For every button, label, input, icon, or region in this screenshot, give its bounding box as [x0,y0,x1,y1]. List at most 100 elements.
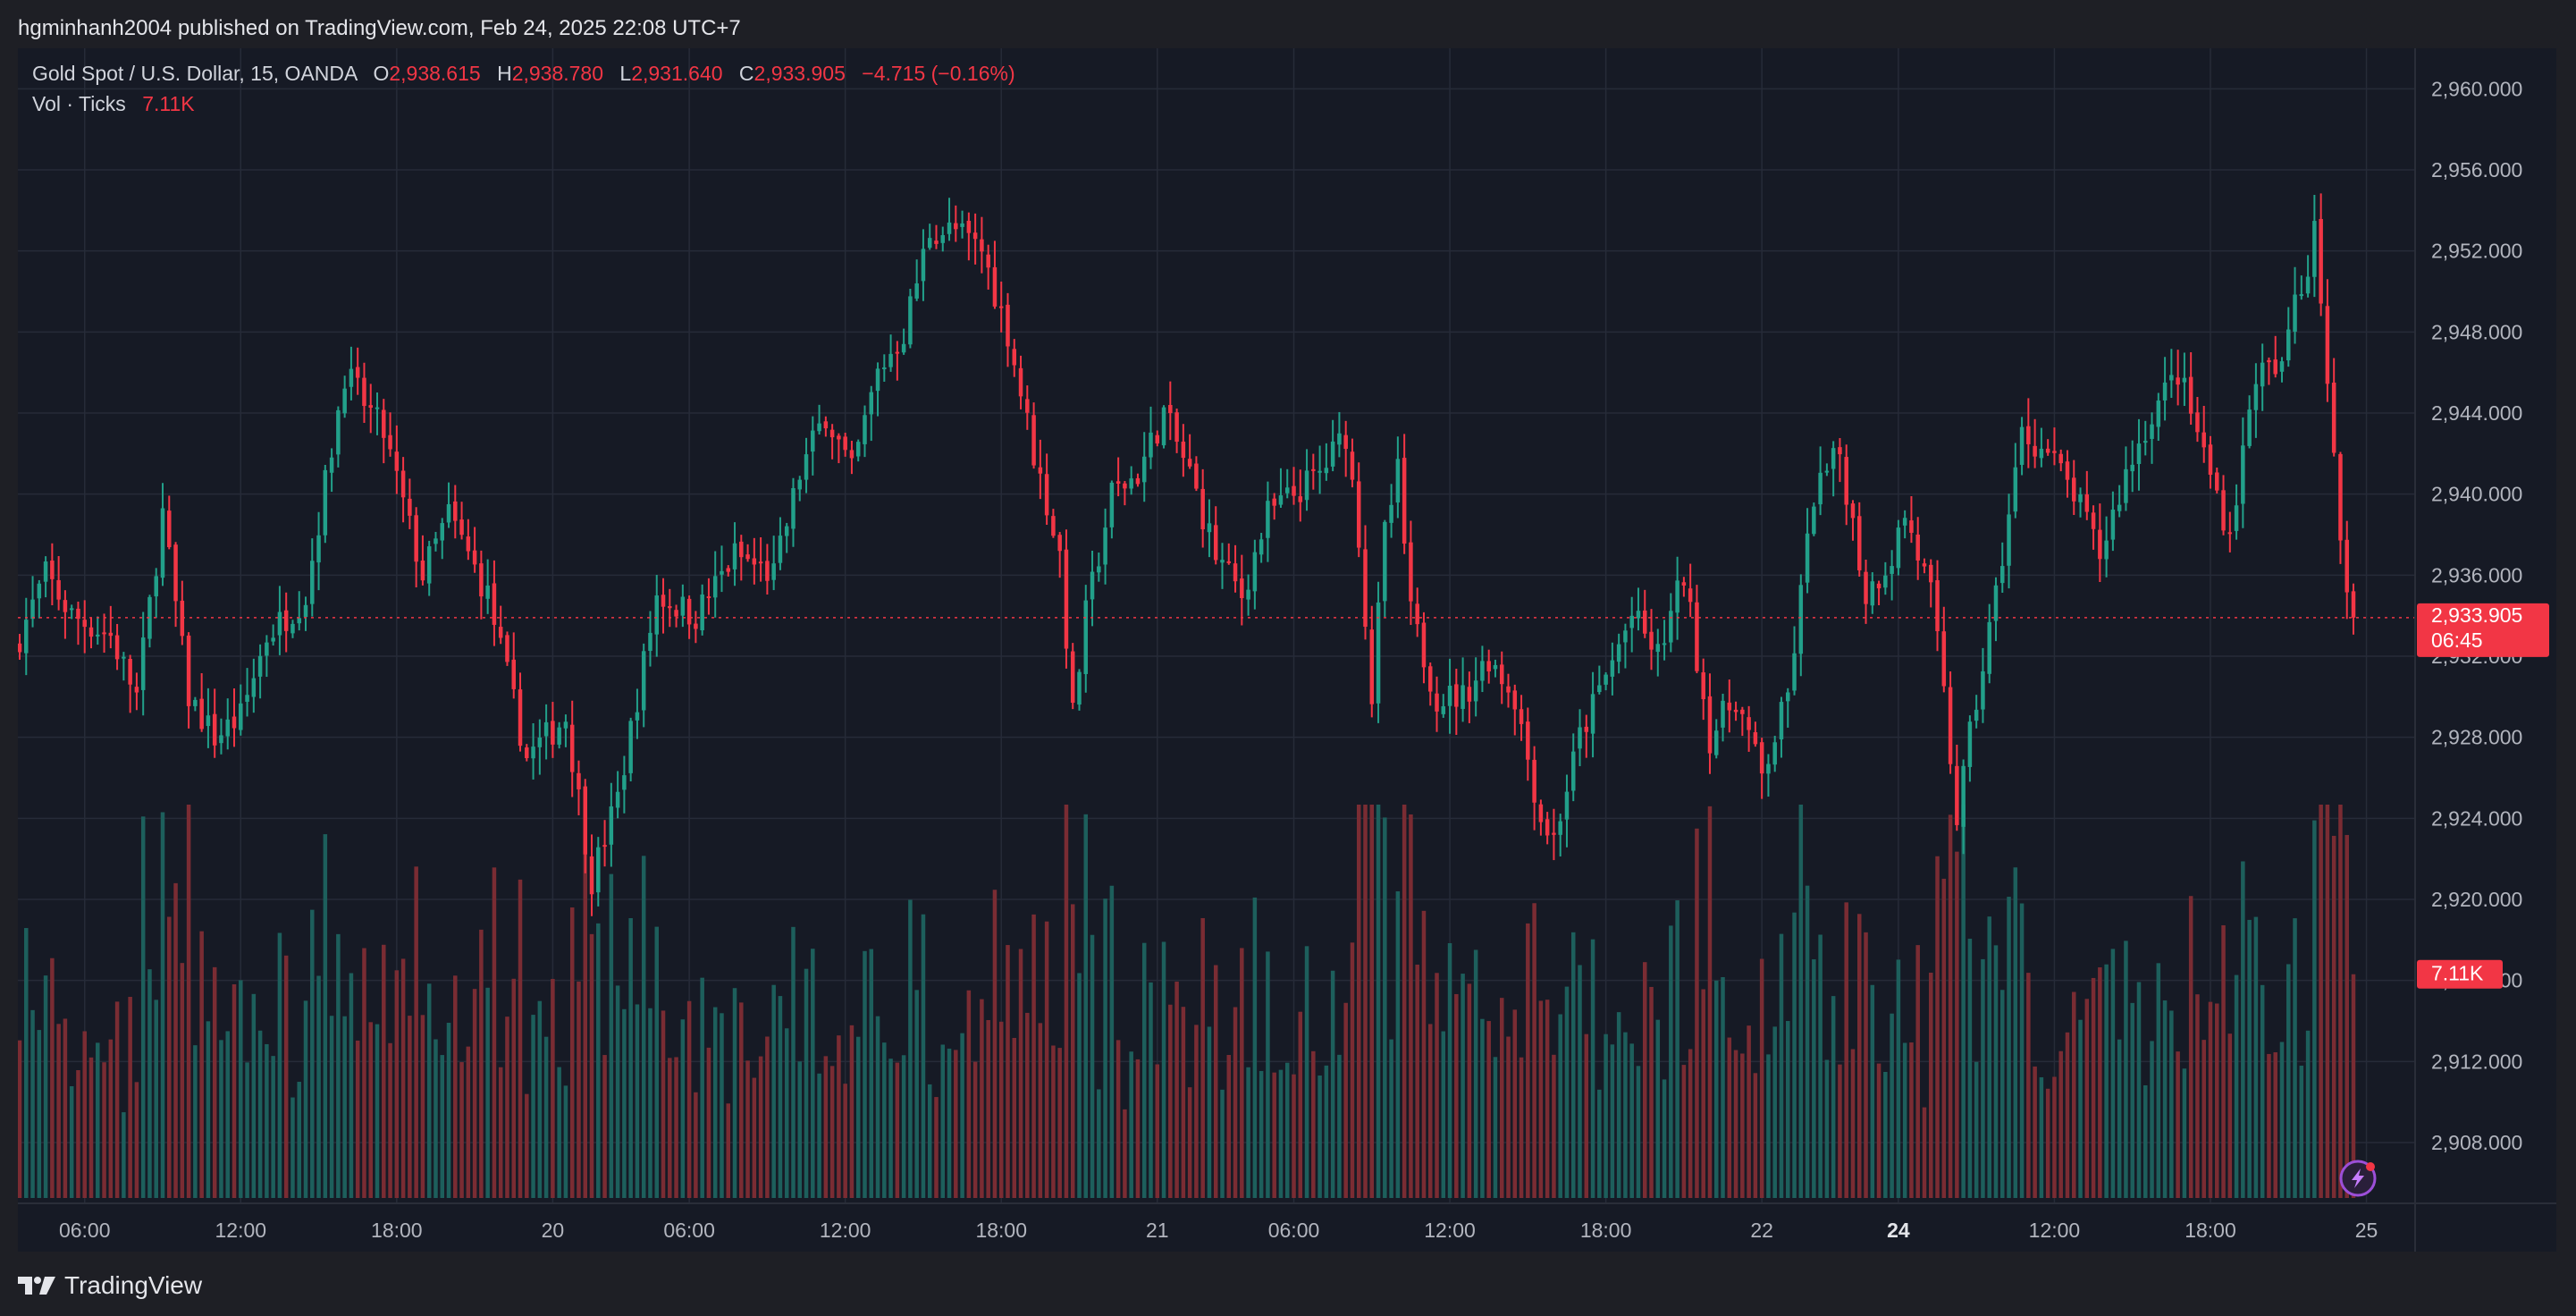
candle-down [2221,490,2226,531]
candle-up [2136,443,2142,464]
last-price-tag[interactable]: 2,933.905 06:45 [2417,603,2549,657]
candle-down [63,600,68,612]
candle-up [2293,294,2297,332]
candle-down [1707,696,1713,754]
volume-bar [1246,1067,1250,1198]
volume-bar [518,879,523,1198]
candle-down [823,421,829,429]
volume-bar [355,1040,360,1198]
volume-bar [1701,989,1705,1198]
volume-bar [1499,998,1504,1198]
candle-down [368,405,373,409]
tradingview-brand[interactable]: TradingView [18,1268,202,1303]
volume-bar [459,1062,464,1198]
candle-up [882,367,887,369]
candle-down [2227,532,2233,535]
candle-up [2260,362,2265,387]
volume-bar [212,966,217,1198]
x-tick-label: 18:00 [2185,1219,2236,1242]
candle-up [2312,221,2317,277]
volume-bar [257,1030,263,1198]
candle-down [1421,622,1427,668]
volume-bar [1824,1059,1830,1198]
volume-bar [2325,805,2330,1198]
candle-down [1135,477,1141,485]
candle-up [2279,361,2285,372]
svg-text:Vol · Ticks 7.11K: Vol · Ticks 7.11K [32,92,195,115]
volume-bar [2227,1033,2233,1198]
volume-bar [1135,1059,1141,1198]
volume-bar [1506,1036,1511,1198]
volume-bar [1350,942,1355,1198]
volume-bar [1812,959,1816,1198]
volume-bar [1409,814,1413,1198]
volume-bar [2215,1003,2219,1198]
candle-down [1064,549,1069,649]
candle-up [1967,721,1973,767]
candle-down [1200,488,1205,530]
volume-bar [1967,938,1973,1198]
candle-down [1454,684,1459,707]
candle-down [1298,496,1303,502]
candle-down [1369,629,1375,704]
candle-up [2110,510,2116,540]
candle-down [1948,687,1953,764]
lightning-icon[interactable] [2339,1160,2377,1197]
volume-bar [1955,851,1959,1198]
volume-bar [1519,1057,1524,1198]
candle-up [265,642,269,656]
volume-bar [316,975,321,1198]
volume-bar [1655,1019,1661,1198]
candle-series [18,193,2356,916]
candle-down [569,724,575,772]
volume-bar [2188,896,2193,1198]
chart-pane[interactable]: Gold Spot / U.S. Dollar, 15, OANDA O2,93… [18,48,2556,1252]
candle-up [2305,276,2311,294]
candle-down [1506,686,1511,693]
volume-bar [837,1035,841,1198]
candle-up [1570,751,1576,791]
candle-up [1129,478,1133,489]
candle-up [1278,495,1284,505]
volume-bar [1681,1065,1687,1198]
volume-bar [2247,919,2252,1198]
volume-bar [1772,1026,1777,1198]
volume-bar [1109,885,1115,1198]
volume-bar [408,1016,412,1198]
volume-bar [992,890,998,1198]
volume-bar [694,1092,698,1198]
chart-svg[interactable]: Gold Spot / U.S. Dollar, 15, OANDA O2,93… [18,48,2556,1252]
candle-up [1447,686,1452,706]
volume-bar [310,909,315,1198]
x-tick-label: 12:00 [215,1219,267,1242]
volume-bar [485,987,490,1198]
volume-bar [1870,984,1875,1198]
candle-up [940,235,946,243]
price-tag-countdown: 06:45 [2431,628,2483,652]
volume-bar [1584,1033,1589,1198]
volume-bar [251,993,257,1198]
volume-bar [1480,1018,1485,1198]
candle-up [440,523,444,541]
volume-bar [336,933,341,1198]
candle-up [271,637,275,642]
candle-up [1578,727,1582,749]
volume-bar [1844,902,1848,1198]
y-tick-label: 2,920.000 [2431,888,2522,911]
volume-bar [2338,805,2343,1198]
volume-bar [76,1070,80,1198]
candle-down [2188,376,2193,414]
x-tick-label: 06:00 [663,1219,715,1242]
volume-bar [1097,1089,1101,1198]
candle-down [466,536,471,552]
volume-bar [1890,1013,1894,1198]
volume-bar [934,1097,939,1198]
candle-down [1935,580,1940,632]
candle-up [811,430,815,452]
candle-up [1675,580,1679,613]
volume-tag-value: 7.11K [2431,962,2484,985]
candle-up [628,721,633,773]
volume-bar [1993,945,1999,1198]
candle-up [1220,560,1225,563]
candle-up [2169,375,2174,381]
